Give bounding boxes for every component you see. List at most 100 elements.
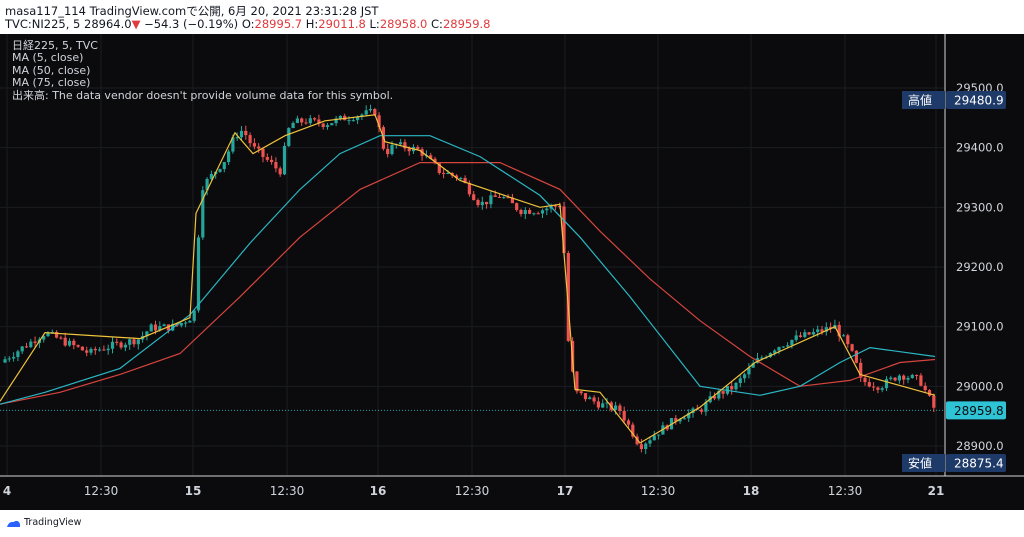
candle-body [459, 177, 463, 179]
low-value-tag: 28875.4 [954, 457, 1004, 471]
candle-body [506, 197, 510, 199]
chart-pane[interactable]: 29500.0 29400.0 29300.0 29200.0 29100.0 29000… [0, 34, 1024, 510]
candle-body [678, 419, 682, 422]
candle-body [98, 349, 102, 351]
candle-body [429, 155, 433, 159]
candle-body [308, 118, 312, 124]
price-chart[interactable]: 29500.029400.029300.029200.029100.029000… [0, 34, 1024, 510]
candle-body [179, 323, 183, 326]
candle-body [876, 387, 880, 390]
candle-body [919, 375, 923, 386]
legend-ma75[interactable]: MA (75, close) [12, 76, 91, 90]
candle-body [743, 374, 747, 379]
candle-body [3, 359, 7, 363]
open-label: O: [241, 17, 255, 31]
price-label: 28900.0 [956, 439, 1004, 453]
time-label: 15 [185, 484, 202, 498]
candle-body [16, 351, 20, 357]
price-change: −54.3 (−0.19%) [144, 17, 239, 31]
candle-body [523, 210, 527, 215]
candle-body [644, 443, 648, 450]
candle-body [231, 137, 235, 152]
candle-body [841, 335, 846, 337]
candle-body [588, 397, 592, 400]
candle-body [803, 332, 807, 337]
candle-body [553, 205, 557, 207]
candle-body [902, 375, 906, 380]
candle-body [166, 324, 170, 331]
price-label: 29300.0 [956, 200, 1004, 214]
legend-ma50[interactable]: MA (50, close) [12, 63, 91, 77]
candle-body [235, 137, 239, 139]
close-label: C: [431, 17, 443, 31]
candle-body [325, 125, 330, 127]
candle-body [540, 210, 545, 214]
candle-body [893, 377, 897, 381]
candle-body [859, 362, 863, 378]
time-axis[interactable]: 4 12:30 15 12:30 16 12:30 17 12:30 18 12:30 21 [3, 484, 945, 498]
candle-body [291, 122, 295, 129]
candle-body [63, 337, 67, 346]
candle-body [158, 326, 162, 331]
candle-body [717, 391, 721, 399]
tradingview-brand: TradingView [24, 517, 82, 528]
candle-body [777, 347, 781, 351]
candle-body [515, 203, 519, 210]
high-value-tag-bg [946, 91, 1006, 109]
low-value-tag-bg [946, 454, 1006, 472]
candle-body [330, 123, 334, 126]
candle-body [816, 329, 820, 332]
candle-body [248, 135, 252, 144]
candle-body [811, 331, 815, 335]
candle-body [295, 118, 299, 123]
time-label: 4 [3, 484, 11, 498]
candle-body [519, 209, 523, 215]
legend-ma5[interactable]: MA (5, close) [12, 51, 84, 65]
candle-body [201, 190, 205, 238]
candle-body [635, 436, 639, 445]
candle-body [618, 405, 622, 411]
time-label: 21 [928, 484, 945, 498]
low-tag-bg [902, 454, 945, 472]
candle-body [807, 332, 811, 335]
candle-body [360, 114, 364, 117]
candle-body [102, 349, 106, 351]
candle-body [532, 213, 536, 215]
candle-body [136, 339, 140, 345]
candle-body [437, 163, 441, 173]
candle-body [265, 157, 269, 160]
legend-title[interactable]: 日経225, 5, TVC [12, 39, 98, 52]
candle-body [927, 390, 932, 396]
candle-body [119, 342, 123, 348]
candle-body [76, 345, 80, 347]
time-label: 12:30 [455, 484, 490, 498]
candle-body [403, 142, 407, 149]
candle-body [399, 142, 403, 145]
candle-body [781, 346, 785, 348]
price-axis[interactable]: 29500.029400.029300.029200.029100.029000… [956, 81, 1004, 453]
candle-body [773, 350, 777, 354]
candle-body [889, 377, 893, 380]
ma75-line [0, 162, 936, 405]
candle-body [648, 440, 652, 444]
tradingview-logo[interactable]: TradingView [6, 517, 81, 528]
candle-body [910, 374, 914, 378]
candle-body [829, 327, 833, 329]
candle-body [463, 177, 467, 184]
candle-body [485, 201, 489, 205]
candle-body [239, 130, 244, 138]
candle-body [184, 322, 188, 324]
candle-body [923, 385, 927, 391]
down-arrow-icon: ▼ [131, 17, 141, 31]
candle-body [300, 118, 304, 123]
legend-volume-note: 出来高: The data vendor doesn't provide vol… [12, 88, 394, 102]
candle-body [162, 324, 166, 327]
candle-body [798, 335, 803, 337]
candle-body [89, 348, 93, 353]
time-label: 16 [370, 484, 387, 498]
candle-body [261, 148, 265, 158]
candle-body [85, 350, 89, 353]
candle-body [454, 175, 459, 179]
time-label: 12:30 [828, 484, 863, 498]
candle-body [196, 237, 201, 311]
